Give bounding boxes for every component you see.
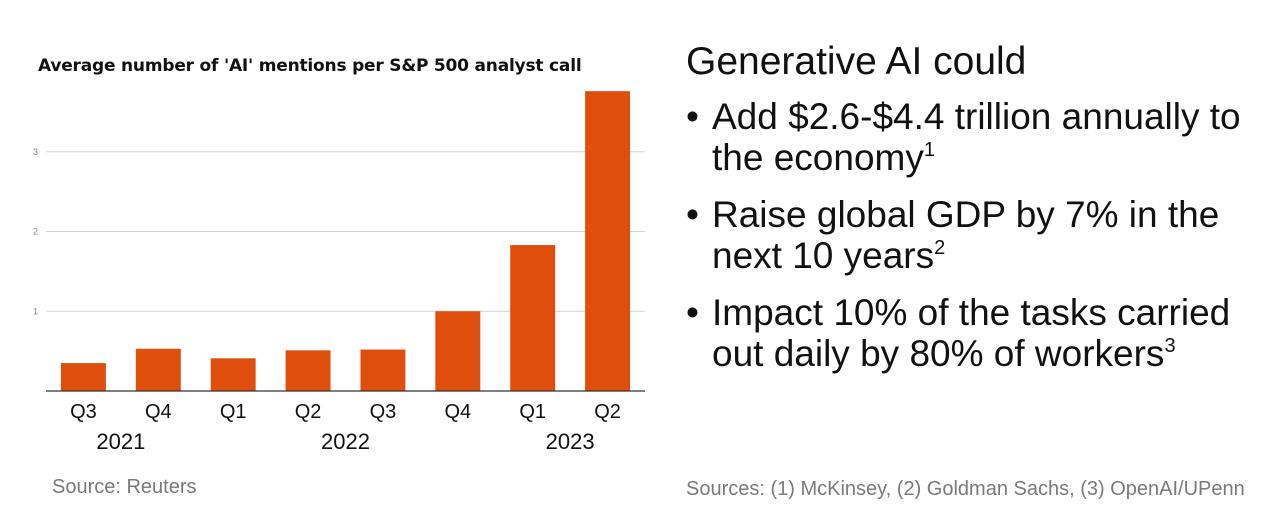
bar — [285, 350, 331, 391]
bullet-text: Add $2.6-$4.4 trillion annually to the e… — [712, 96, 1241, 178]
chart-title: Average number of 'AI' mentions per S&P … — [38, 56, 582, 76]
panel-sources: Sources: (1) McKinsey, (2) Goldman Sachs… — [686, 478, 1245, 500]
x-tick-label: Q2 — [594, 401, 621, 423]
bar — [210, 358, 256, 391]
x-tick-label: Q1 — [220, 401, 247, 423]
bar — [360, 349, 406, 391]
y-tick-label: 1 — [33, 306, 38, 316]
bar — [60, 363, 106, 391]
x-tick-label: Q4 — [444, 401, 471, 423]
bullet-dot: • — [686, 194, 699, 235]
bullet-item: • Raise global GDP by 7% in the next 10 y… — [686, 194, 1256, 276]
x-tick-label: Q4 — [145, 401, 172, 423]
bullet-list: • Add $2.6-$4.4 trillion annually to the … — [686, 96, 1256, 390]
bar — [585, 91, 631, 392]
year-label: 2021 — [96, 429, 145, 454]
x-tick-label: Q1 — [519, 401, 546, 423]
bullet-dot: • — [686, 292, 699, 333]
bullet-text: Impact 10% of the tasks carried out dail… — [712, 292, 1231, 374]
y-tick-label: 2 — [33, 227, 38, 237]
bar — [510, 245, 556, 391]
footnote-ref: 3 — [1164, 335, 1176, 357]
x-tick-label: Q2 — [295, 401, 322, 423]
bar — [435, 311, 481, 391]
y-tick-label: 3 — [33, 147, 38, 157]
year-label: 2023 — [546, 429, 595, 454]
bullet-text: Raise global GDP by 7% in the next 10 ye… — [712, 194, 1220, 276]
bullet-dot: • — [686, 96, 699, 137]
x-tick-label: Q3 — [370, 401, 397, 423]
panel-headline: Generative AI could — [686, 40, 1027, 83]
bullet-item: • Impact 10% of the tasks carried out dai… — [686, 292, 1256, 374]
x-tick-label: Q3 — [70, 401, 97, 423]
footnote-ref: 2 — [934, 237, 946, 259]
bar-chart: 1 2 3 Q3 Q4 Q1 Q2 Q3 Q4 Q1 Q2 2021 2022 2023 — [33, 91, 645, 454]
bullet-item: • Add $2.6-$4.4 trillion annually to the … — [686, 96, 1256, 178]
year-label: 2022 — [321, 429, 370, 454]
bar — [135, 348, 181, 391]
footnote-ref: 1 — [923, 139, 935, 161]
chart-source: Source: Reuters — [52, 476, 197, 498]
